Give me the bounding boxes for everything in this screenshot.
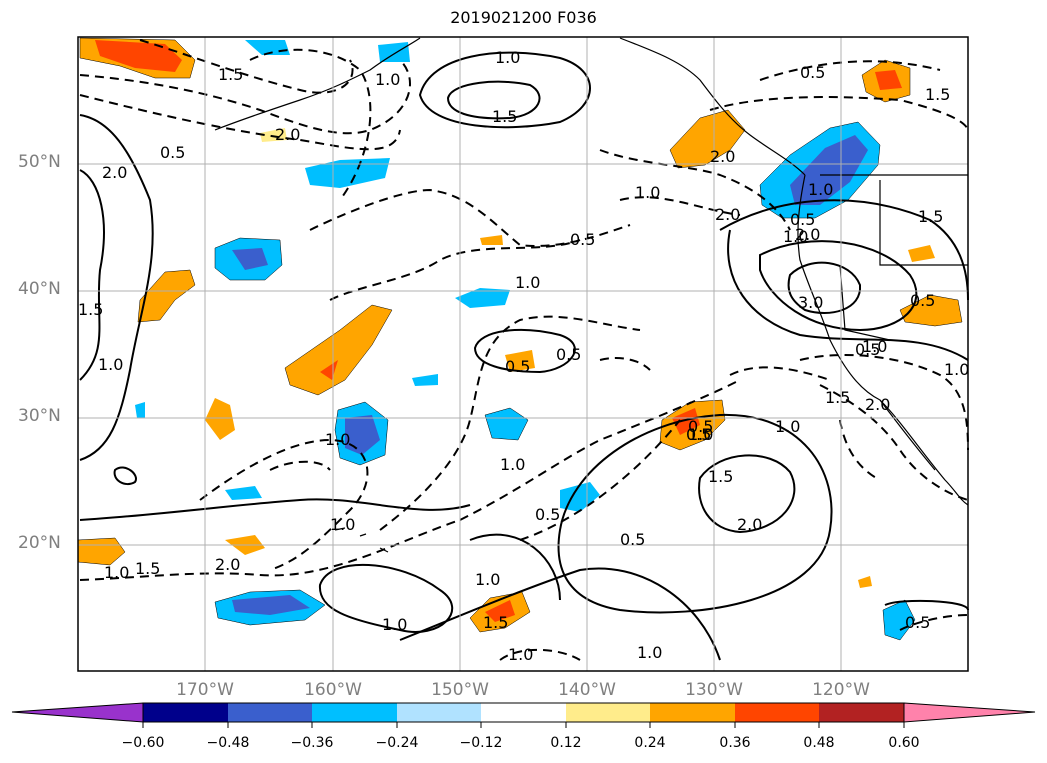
lat-label: 40°N <box>18 279 61 299</box>
contour-label: 2.0 <box>275 125 300 144</box>
lat-label: 20°N <box>18 533 61 553</box>
colorbar-tick-label: −0.36 <box>290 735 334 751</box>
colorbar-tick-label: −0.48 <box>206 735 250 751</box>
lon-label: 140°W <box>558 680 616 700</box>
contour-label: 0.5 <box>910 291 935 310</box>
contour-label: 0.5 <box>556 345 581 364</box>
colorbar-arrow-left <box>11 702 144 723</box>
contour-label: 1.0 <box>375 70 400 89</box>
lat-label: 50°N <box>18 152 61 172</box>
contour-label: 1.0 <box>775 417 800 436</box>
contour-label: 0.5 <box>160 143 185 162</box>
contour-label: 1.5 <box>483 613 508 632</box>
colorbar-arrow-right <box>903 702 1036 723</box>
lon-label: 150°W <box>431 680 489 700</box>
contour-label: 1.0 <box>808 180 833 199</box>
contour-label: 1.0 <box>495 48 520 67</box>
contour-label: 2.0 <box>102 163 127 182</box>
contour-label: 2.0 <box>795 225 820 244</box>
colorbar-segment <box>735 703 819 722</box>
contour-label: 0.5 <box>790 210 815 229</box>
colorbar-tick-label: 0.36 <box>719 735 751 751</box>
colorbar-tick-label: 0.60 <box>888 735 920 751</box>
solid-contours <box>79 51 969 661</box>
contour-label: 0.5 <box>535 505 560 524</box>
gridlines <box>78 37 968 671</box>
colorbar-segment <box>143 703 228 722</box>
contour-label: 1.0 <box>475 570 500 589</box>
colorbar-tick-label: −0.12 <box>459 735 503 751</box>
colorbar <box>11 702 1036 728</box>
contour-label: 0.5 <box>505 357 530 376</box>
contour-label: 0.5 <box>570 230 595 249</box>
contour-label: 0.5 <box>855 340 880 359</box>
colorbar-segment <box>481 703 566 722</box>
lon-label: 160°W <box>304 680 362 700</box>
colorbar-tick-label: 0.48 <box>803 735 835 751</box>
colorbar-tick-label: 0.12 <box>550 735 582 751</box>
lat-label: 30°N <box>18 406 61 426</box>
lon-label: 130°W <box>685 680 743 700</box>
contour-label: 1.5 <box>708 467 733 486</box>
map-title: 2019021200 F036 <box>450 8 597 27</box>
colorbar-tick-label: −0.60 <box>121 735 165 751</box>
contour-label: 1.5 <box>218 65 243 84</box>
contour-label: 1.0 <box>330 515 355 534</box>
contour-label: 2.0 <box>215 555 240 574</box>
contour-label: 2.0 <box>710 147 735 166</box>
contour-label: 1.0 <box>104 563 129 582</box>
contour-label: 1.0 <box>98 355 123 374</box>
contour-label: 1.5 <box>135 559 160 578</box>
contour-label: 1.0 <box>635 183 660 202</box>
contour-label: 1.0 <box>515 273 540 292</box>
colorbar-segment <box>819 703 904 722</box>
map-frame <box>77 36 969 672</box>
colorbar-segment <box>566 703 650 722</box>
contour-label: 2.0 <box>865 395 890 414</box>
contour-label: 1.0 <box>500 455 525 474</box>
contour-label: 1.0 <box>325 430 350 449</box>
contour-label: 1.5 <box>925 85 950 104</box>
colorbar-segment <box>312 703 397 722</box>
contour-label: 1.5 <box>492 107 517 126</box>
contour-label: 1.0 <box>944 360 969 379</box>
contour-label: 1.0 <box>637 643 662 662</box>
lon-label: 120°W <box>812 680 870 700</box>
lon-label: 170°W <box>176 680 234 700</box>
contour-label: 1.0 <box>783 227 808 246</box>
colorbar-segment <box>397 703 481 722</box>
contour-labels: 1.0 1.5 2.0 0.5 1.0 1.5 1.0 1.5 1.0 2.0 … <box>78 48 969 664</box>
contour-label: 0.5 <box>688 417 713 436</box>
colorbar-segment <box>228 703 312 722</box>
contour-label: 0.5 <box>800 63 825 82</box>
colorbar-tick-label: −0.24 <box>375 735 419 751</box>
contour-label: 1.5 <box>825 388 850 407</box>
contour-label: 0.5 <box>686 425 711 444</box>
colorbar-segment <box>650 703 735 722</box>
contour-label: 2.0 <box>737 515 762 534</box>
colorbar-tick-label: 0.24 <box>634 735 666 751</box>
contour-label: 2.0 <box>715 205 740 224</box>
contour-label: 1.5 <box>78 300 103 319</box>
contour-label: 1.0 <box>862 337 887 356</box>
contour-label: 0.5 <box>905 613 930 632</box>
contour-label: 1.5 <box>918 207 943 226</box>
contour-label: 1.0 <box>382 615 407 634</box>
contour-label: 1.0 <box>688 425 713 444</box>
contour-label: 3.0 <box>798 293 823 312</box>
contour-label: 0.5 <box>620 530 645 549</box>
contour-label: 1.0 <box>508 645 533 664</box>
coastlines <box>214 37 969 553</box>
